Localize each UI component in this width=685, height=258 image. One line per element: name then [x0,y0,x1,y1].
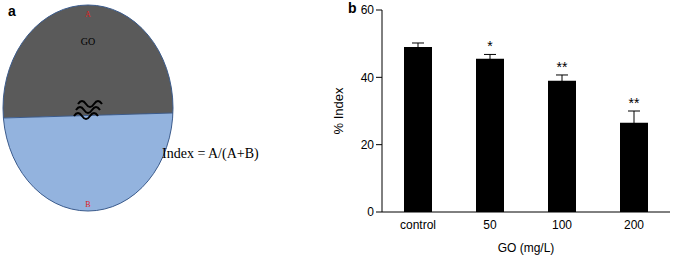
svg-text:*: * [487,38,493,54]
svg-text:20: 20 [361,138,375,152]
svg-text:200: 200 [624,218,644,232]
svg-text:50: 50 [483,218,497,232]
svg-text:% Index: % Index [331,87,346,134]
svg-text:a: a [8,3,16,19]
svg-text:0: 0 [367,205,374,219]
svg-text:B: B [85,200,90,209]
html-text:b: b [348,0,357,16]
svg-text:Index = A/(A+B): Index = A/(A+B) [162,146,259,162]
svg-text:100: 100 [552,218,572,232]
svg-text:40: 40 [361,71,375,85]
svg-text:A: A [85,10,91,19]
svg-text:**: ** [557,59,568,75]
svg-text:GO (mg/L): GO (mg/L) [498,241,555,255]
svg-text:control: control [400,218,436,232]
svg-text:GO: GO [81,36,95,47]
svg-text:60: 60 [361,3,375,17]
svg-text:**: ** [629,95,640,111]
